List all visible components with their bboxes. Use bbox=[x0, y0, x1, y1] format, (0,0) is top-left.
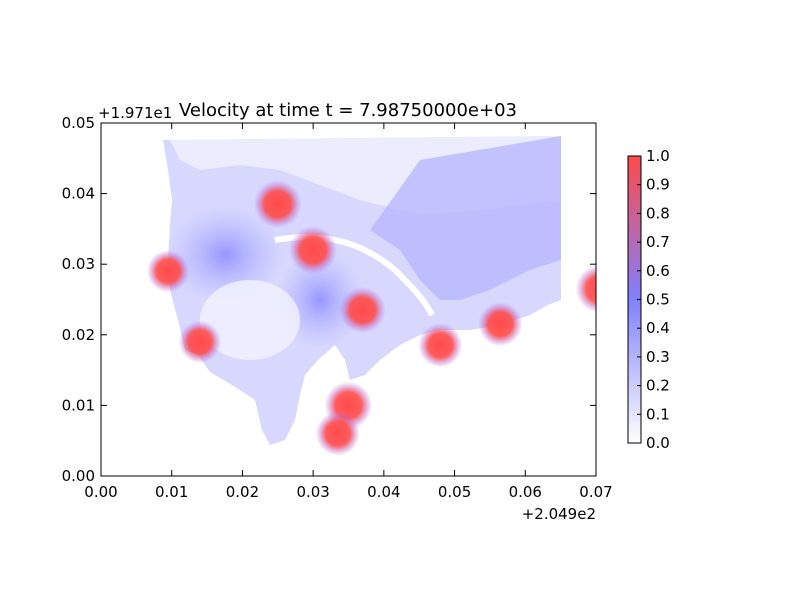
high-velocity-spot bbox=[575, 265, 596, 313]
colorbar-tick-label: 0.8 bbox=[646, 204, 670, 222]
lower-bay-low bbox=[200, 280, 300, 360]
colorbar-axis: 0.0 0.1 0.2 0.3 0.4 0.5 0.6 0.7 0.8 0.9 1.0 bbox=[637, 147, 670, 452]
colorbar-tick-label: 0.2 bbox=[646, 377, 670, 395]
colorbar-tick-label: 0.0 bbox=[646, 434, 670, 452]
colorbar-tick-label: 0.6 bbox=[646, 262, 670, 280]
high-velocity-spot bbox=[315, 411, 360, 456]
y-offset-label: +1.971e1 bbox=[98, 104, 172, 122]
chart-title: Velocity at time t = 7.98750000e+03 bbox=[179, 100, 517, 121]
y-tick-label: 0.05 bbox=[62, 114, 95, 132]
colorbar-tick-label: 0.9 bbox=[646, 176, 670, 194]
axes-frame bbox=[100, 122, 597, 477]
y-tick-label: 0.03 bbox=[62, 255, 95, 273]
x-tick-label: 0.04 bbox=[367, 483, 400, 501]
high-velocity-spot bbox=[146, 249, 190, 293]
colorbar-tick-label: 0.3 bbox=[646, 348, 670, 366]
x-tick-label: 0.05 bbox=[438, 483, 471, 501]
hotspot-layer bbox=[146, 180, 596, 456]
x-tick-label: 0.01 bbox=[155, 483, 188, 501]
y-tick-label: 0.00 bbox=[62, 467, 95, 485]
colorbar-tick-label: 0.1 bbox=[646, 405, 670, 423]
x-axis: 0.00 0.01 0.02 0.03 0.04 0.05 0.06 0.07 bbox=[84, 123, 613, 501]
right-medium-velocity bbox=[370, 136, 561, 300]
y-tick-label: 0.02 bbox=[62, 326, 95, 344]
high-velocity-spot bbox=[478, 302, 523, 347]
y-tick-label: 0.04 bbox=[62, 185, 95, 203]
y-tick-label: 0.01 bbox=[62, 396, 95, 414]
high-velocity-spot bbox=[253, 180, 302, 229]
velocity-field bbox=[146, 136, 596, 456]
y-axis: 0.00 0.01 0.02 0.03 0.04 0.05 bbox=[62, 114, 596, 485]
colorbar-tick-label: 1.0 bbox=[646, 147, 670, 165]
x-tick-label: 0.00 bbox=[84, 483, 117, 501]
high-velocity-spot bbox=[418, 323, 463, 368]
high-velocity-spot bbox=[289, 226, 338, 275]
x-tick-label: 0.06 bbox=[509, 483, 542, 501]
x-tick-label: 0.07 bbox=[579, 483, 612, 501]
x-offset-label: +2.049e2 bbox=[522, 505, 596, 523]
colorbar-tick-label: 0.7 bbox=[646, 233, 670, 251]
colorbar-tick-label: 0.5 bbox=[646, 291, 670, 309]
x-tick-label: 0.03 bbox=[296, 483, 329, 501]
left-bay-swirl bbox=[165, 205, 285, 305]
high-velocity-spot bbox=[178, 320, 222, 364]
high-velocity-spot bbox=[339, 286, 386, 334]
x-tick-label: 0.02 bbox=[226, 483, 259, 501]
colorbar-tick-label: 0.4 bbox=[646, 319, 670, 337]
